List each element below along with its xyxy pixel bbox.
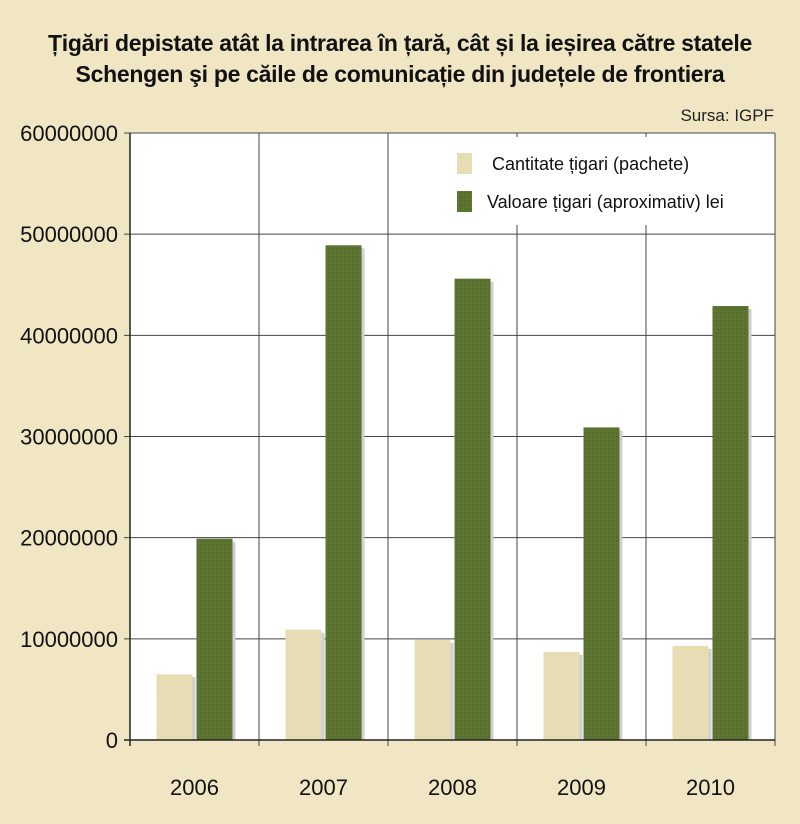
bar: [156, 674, 193, 740]
bar-quantity-2009: [543, 651, 583, 740]
bar: [583, 427, 620, 740]
legend-label: Cantitate țigari (pachete): [492, 154, 689, 174]
bar: [672, 645, 709, 740]
bar-quantity-2006: [156, 674, 196, 740]
bar: [285, 629, 322, 740]
x-tick-label: 2009: [557, 775, 606, 800]
bar-quantity-2010: [672, 645, 712, 740]
chart-title-line-2: Schengen şi pe căile de comunicație din …: [75, 61, 725, 87]
chart-title: Țigări depistate atât la intrarea în țar…: [0, 28, 800, 90]
bar: [543, 651, 580, 740]
legend-swatch: [457, 191, 472, 212]
x-tick-label: 2006: [170, 775, 219, 800]
y-tick-label: 10000000: [20, 627, 118, 652]
bar-value-2010: [712, 305, 752, 740]
legend-box: [440, 137, 773, 225]
source-label: Sursa: IGPF: [680, 106, 774, 125]
x-tick-label: 2010: [686, 775, 735, 800]
chart-title-line-1: Țigări depistate atât la intrarea în țar…: [48, 30, 752, 56]
bar: [414, 639, 451, 740]
y-tick-label: 20000000: [20, 526, 118, 551]
y-tick-label: 30000000: [20, 425, 118, 450]
bar-value-2006: [196, 538, 236, 740]
x-tick-label: 2008: [428, 775, 477, 800]
bar: [196, 538, 233, 740]
y-tick-label: 40000000: [20, 323, 118, 348]
bar: [712, 305, 749, 740]
y-tick-label: 50000000: [20, 222, 118, 247]
bar-quantity-2008: [414, 639, 454, 740]
bar-value-2009: [583, 427, 623, 740]
legend-swatch: [457, 153, 472, 174]
bar-quantity-2007: [285, 629, 325, 740]
bar: [325, 245, 362, 741]
y-tick-label: 60000000: [20, 121, 118, 146]
bar: [454, 278, 491, 740]
bar-value-2008: [454, 278, 494, 740]
legend-label: Valoare țigari (aproximativ) lei: [487, 192, 724, 212]
x-tick-label: 2007: [299, 775, 348, 800]
y-tick-label: 0: [106, 728, 118, 753]
bar-value-2007: [325, 245, 365, 741]
